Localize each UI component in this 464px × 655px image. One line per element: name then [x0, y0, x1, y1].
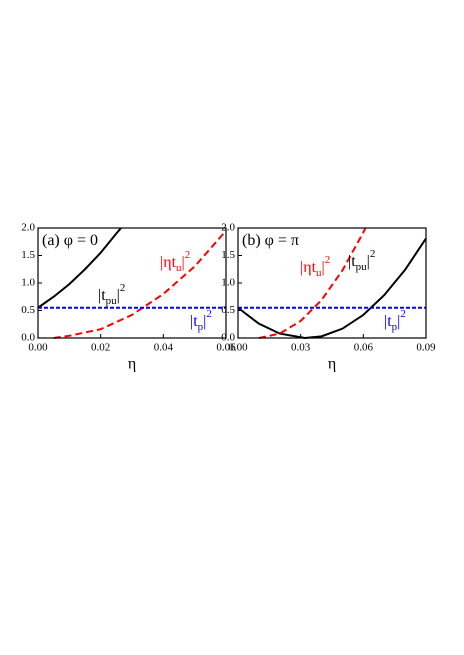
annotation-text: |: [397, 313, 400, 330]
annotation: (a) φ = 0: [42, 232, 98, 249]
x-tick-label: 0.00: [228, 342, 248, 354]
x-tick-label: 0.00: [28, 342, 48, 354]
annotation-sup: 2: [370, 248, 376, 260]
annotation-text: |ηt: [300, 259, 317, 276]
annotation: |ηtu|2: [300, 254, 330, 279]
annotation: |ηtu|2: [160, 249, 190, 274]
y-tick-label: 1.5: [221, 249, 235, 261]
annotation-text: |t: [348, 253, 356, 270]
x-tick-label: 0.04: [154, 342, 174, 354]
annotation-sup: 2: [185, 249, 191, 261]
annotation-text: |t: [190, 313, 198, 330]
y-tick-label: 0.5: [21, 304, 35, 316]
curve: [237, 237, 427, 340]
x-tick-label: 0.03: [291, 342, 311, 354]
annotation: |tp|2: [384, 308, 406, 333]
y-tick-label: 1.0: [21, 277, 35, 289]
annotation: |tp|2: [190, 308, 212, 333]
x-tick-label: 0.06: [354, 342, 374, 354]
x-axis-label: η: [128, 356, 136, 373]
annotation: (b) φ = π: [242, 232, 299, 249]
y-tick-label: 2.0: [21, 222, 35, 234]
annotation-text: |t: [98, 287, 106, 304]
y-tick-label: 0.0: [21, 332, 35, 344]
annotation-text: |t: [384, 313, 392, 330]
annotation-sub: p: [198, 321, 204, 333]
curve: [53, 230, 227, 339]
curve: [37, 227, 122, 309]
annotation-text: |: [182, 254, 185, 271]
annotation-text: |: [203, 313, 206, 330]
annotation-sup: 2: [206, 308, 212, 320]
y-tick-label: 2.0: [221, 222, 235, 234]
annotation-sup: 2: [400, 308, 406, 320]
y-tick-label: 0.0: [221, 332, 235, 344]
annotation-sup: 2: [120, 282, 126, 294]
annotation-text: (b) φ = π: [242, 232, 299, 249]
annotation-sub: u: [176, 262, 182, 274]
annotation-text: |: [322, 259, 325, 276]
x-tick-label: 0.09: [416, 342, 436, 354]
annotation: |tpu|2: [98, 282, 125, 307]
annotation-sub: pu: [106, 295, 118, 307]
annotation-text: (a) φ = 0: [42, 232, 98, 249]
x-tick-label: 0.02: [91, 342, 110, 354]
y-tick-label: 1.0: [221, 277, 235, 289]
annotation-text: |ηt: [160, 254, 177, 271]
curve: [258, 227, 367, 339]
x-tick-label: 0.06: [216, 342, 236, 354]
x-axis-label: η: [328, 356, 336, 373]
annotation-text: |: [367, 253, 370, 270]
annotation-sub: p: [392, 321, 398, 333]
annotation-sub: u: [316, 267, 322, 279]
annotation-sup: 2: [325, 254, 331, 266]
annotation: |tpu|2: [348, 248, 375, 273]
y-tick-label: 0.5: [221, 304, 235, 316]
annotation-text: |: [117, 287, 120, 304]
annotation-sub: pu: [356, 261, 368, 273]
y-tick-label: 1.5: [21, 249, 35, 261]
